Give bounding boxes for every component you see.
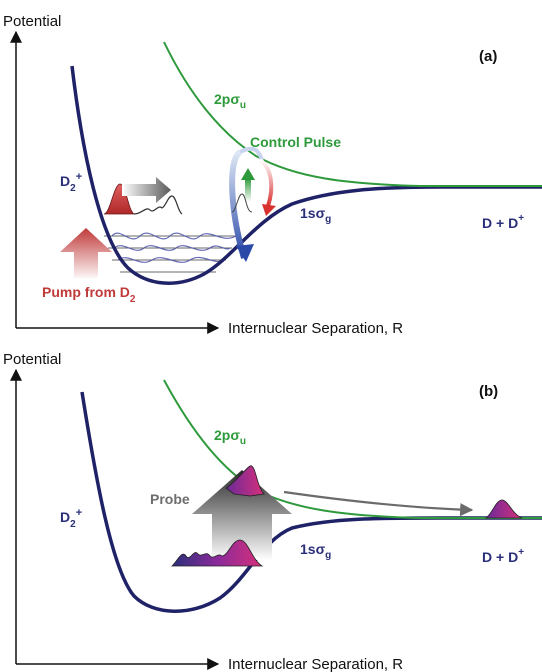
lower-curve-label: 1sσg: [300, 205, 331, 225]
control-down-arrow: [229, 149, 247, 259]
asymptote-label: D + D+: [482, 547, 524, 565]
upper-curve-label: 2pσu: [214, 427, 246, 447]
control-down-arrowhead: [236, 244, 254, 262]
excited-wavepacket: [225, 465, 265, 497]
panel-tag: (b): [479, 383, 498, 400]
asymptote-label: D + D+: [482, 213, 524, 231]
x-axis-label: Internuclear Separation, R: [228, 656, 403, 672]
excited-state-curve: [163, 41, 542, 187]
panel-a: Potential Internuclear Separation, R (a)…: [3, 13, 542, 337]
small-wavepacket: [231, 193, 253, 213]
control-return-arc: [239, 146, 264, 161]
ground-wavepacket: [171, 539, 264, 567]
lower-curve-label: 1sσg: [300, 541, 331, 561]
probe-arrow: [192, 470, 292, 560]
molecule-label: D2+: [60, 171, 82, 194]
vibrational-levels: [104, 235, 238, 273]
split-wavepacket: [133, 195, 183, 215]
ground-state-curve: [80, 391, 542, 613]
molecule-label: D2+: [60, 507, 82, 530]
panel-tag: (a): [479, 48, 497, 65]
control-up-arrow: [245, 178, 251, 202]
x-axis-label: Internuclear Separation, R: [228, 320, 403, 337]
control-up-arrowhead: [241, 168, 255, 180]
ground-state-curve: [70, 65, 542, 285]
propagation-arrow: [122, 177, 171, 203]
dissociation-arrow: [283, 490, 474, 517]
control-down-red-arrowhead: [262, 204, 276, 216]
asymptotic-wavepacket: [484, 499, 523, 519]
control-down-red-arrow: [258, 158, 274, 207]
pump-arrow: [60, 228, 112, 278]
panel-b: Potential Internuclear Separation, R (b)…: [3, 351, 542, 672]
bound-wavepacket: [111, 232, 237, 263]
control-pulse-label: Control Pulse: [250, 134, 341, 150]
probe-label: Probe: [150, 491, 190, 507]
y-axis-label: Potential: [3, 13, 61, 30]
y-axis-label: Potential: [3, 351, 61, 368]
upper-curve-label: 2pσu: [214, 91, 246, 111]
pump-label: Pump from D2: [42, 284, 136, 305]
initial-wavepacket: [103, 183, 136, 215]
